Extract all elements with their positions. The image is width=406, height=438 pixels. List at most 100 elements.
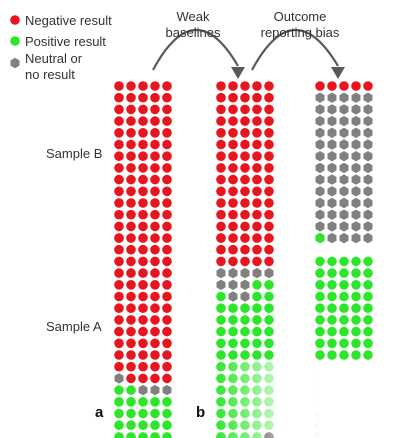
dot-negative	[264, 233, 274, 243]
dot-positive	[351, 315, 361, 325]
dot-positive	[327, 291, 337, 302]
dot-negative	[162, 338, 172, 349]
dot-negative	[150, 128, 160, 138]
dot-positive	[363, 303, 373, 314]
dot-neutral	[363, 232, 373, 244]
dot-negative	[228, 151, 238, 161]
sample-b-label: Sample B	[46, 146, 103, 161]
dot-negative	[150, 338, 160, 349]
dot-positive	[126, 408, 136, 419]
dot-negative	[240, 81, 250, 91]
dot-negative	[228, 209, 238, 220]
dot-negative	[138, 256, 148, 267]
dot-neutral	[363, 221, 373, 232]
dot-negative	[240, 104, 250, 115]
dot-negative	[138, 174, 148, 185]
dot-negative	[150, 92, 160, 103]
dot-negative	[240, 139, 250, 150]
dot-negative	[252, 209, 262, 220]
dot-positive	[339, 315, 349, 325]
dot-positive	[351, 326, 361, 337]
dot-negative	[114, 151, 124, 161]
dot-negative	[252, 116, 262, 126]
dot-positive	[264, 350, 274, 360]
dot-neutral	[228, 291, 238, 302]
step-weak-baselines-line2: baselines	[165, 25, 221, 40]
dot-negative	[162, 92, 172, 103]
dot-positive	[315, 338, 325, 349]
dot-negative	[114, 116, 124, 126]
dot-positive	[363, 268, 373, 278]
dot-negative	[264, 186, 274, 197]
dot-negative	[114, 128, 124, 138]
dot-negative	[240, 256, 250, 267]
panel-label-a: a	[95, 404, 104, 421]
dot-positive	[351, 280, 361, 290]
dot-negative	[138, 139, 148, 150]
dot-positive	[126, 420, 136, 431]
dot-positive	[315, 268, 325, 278]
dot-neutral	[339, 197, 349, 209]
dot-negative	[228, 221, 238, 232]
dot-negative	[114, 186, 124, 197]
dot-negative	[252, 81, 262, 91]
dot-grid-sample-a-original	[114, 233, 172, 438]
dot-neutral	[315, 139, 325, 150]
dot-neutral	[363, 151, 373, 162]
dot-negative	[150, 291, 160, 302]
dot-neutral	[351, 115, 361, 127]
dot-positive	[351, 291, 361, 302]
dot-negative	[162, 315, 172, 325]
dot-positive	[228, 315, 238, 325]
dot-grid-sample-b-original	[114, 81, 172, 243]
dot-neutral	[327, 115, 337, 127]
dot-neutral	[252, 267, 262, 279]
dot-positive	[138, 408, 148, 419]
dot-positive	[162, 432, 172, 438]
dot-negative	[126, 174, 136, 185]
dot-negative	[162, 233, 172, 243]
legend-neutral-hexagon	[10, 57, 20, 69]
dot-negative	[114, 174, 124, 185]
legend-positive-dot	[10, 36, 20, 46]
legend-negative-label: Negative result	[25, 13, 112, 28]
dot-positive	[252, 315, 262, 325]
dot-negative	[150, 116, 160, 126]
dot-positive	[216, 326, 226, 337]
dot-negative	[252, 256, 262, 267]
dot-positive	[264, 326, 274, 337]
dot-neutral	[327, 197, 337, 209]
dot-negative	[216, 128, 226, 138]
dot-neutral	[339, 209, 349, 220]
dot-negative	[252, 139, 262, 150]
dot-negative	[216, 81, 226, 91]
dot-negative	[150, 163, 160, 173]
dot-positive	[351, 256, 361, 267]
dot-positive	[216, 338, 226, 349]
dot-negative	[150, 256, 160, 267]
dot-neutral	[327, 186, 337, 197]
dot-neutral	[240, 267, 250, 279]
step-weak-baselines-line1: Weak	[176, 9, 210, 24]
dot-negative	[126, 303, 136, 314]
dot-negative	[162, 128, 172, 138]
dot-negative	[162, 350, 172, 360]
dot-negative	[228, 81, 238, 91]
dot-neutral	[327, 209, 337, 220]
dot-negative	[264, 163, 274, 173]
dot-negative	[126, 151, 136, 161]
dot-positive	[339, 303, 349, 314]
legend-neutral-label-line1: Neutral or	[25, 51, 83, 66]
dot-negative	[162, 361, 172, 372]
dot-negative	[216, 256, 226, 267]
step-outcome-reporting-bias-label: Outcome reporting bias	[248, 9, 352, 41]
dot-negative	[162, 303, 172, 314]
dot-negative	[114, 268, 124, 278]
dot-positive	[315, 315, 325, 325]
dot-negative	[264, 128, 274, 138]
dot-negative	[114, 326, 124, 337]
dot-negative	[126, 338, 136, 349]
dot-neutral	[363, 209, 373, 220]
dot-negative	[162, 81, 172, 91]
dot-negative	[216, 151, 226, 161]
